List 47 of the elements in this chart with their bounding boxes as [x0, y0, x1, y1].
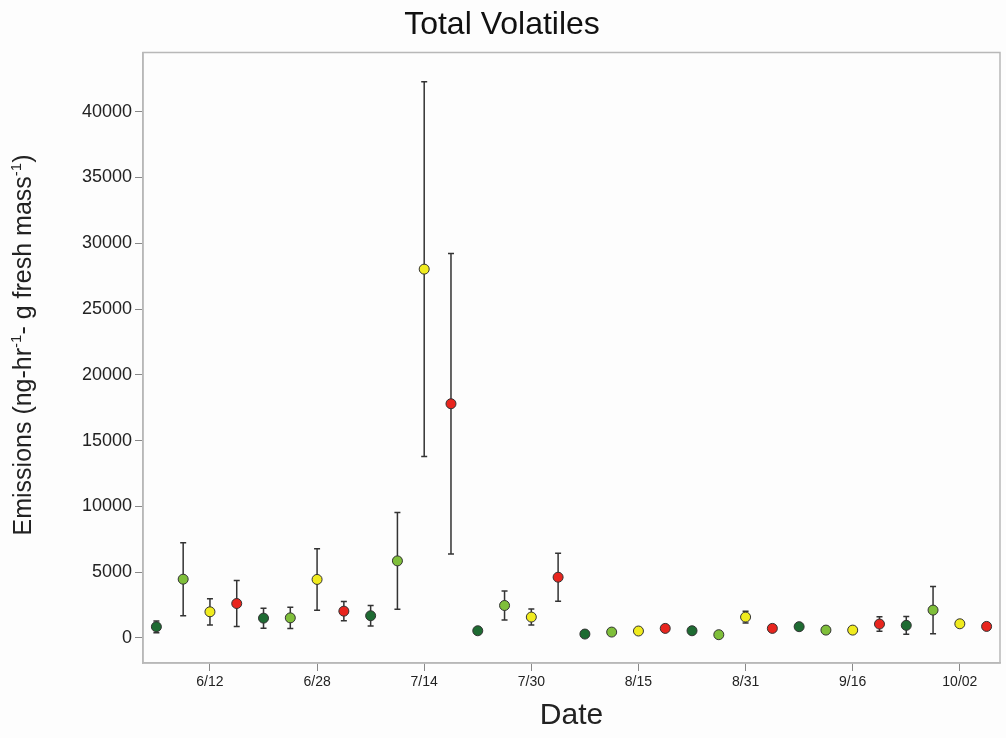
x-tick-label: 10/02 — [942, 673, 978, 690]
point — [365, 610, 377, 622]
point — [606, 626, 618, 638]
x-tick-label: 9/16 — [839, 673, 867, 690]
point — [231, 598, 243, 610]
point — [418, 263, 430, 275]
point — [793, 621, 805, 633]
y-tick-label: 30000 — [81, 232, 132, 253]
point — [258, 612, 270, 624]
point — [445, 398, 457, 410]
y-tick-label: 35000 — [81, 166, 132, 187]
x-tick-label: 7/14 — [410, 673, 439, 690]
x-axis-title: Date — [539, 697, 604, 731]
x-tick-label: 8/31 — [731, 673, 760, 690]
point — [659, 622, 671, 634]
y-tick-label: 25000 — [81, 297, 132, 318]
point — [338, 605, 350, 617]
point — [847, 624, 859, 636]
point — [391, 555, 403, 567]
x-tick-label: 8/15 — [624, 673, 653, 690]
x-tick-label: 7/30 — [517, 673, 546, 690]
point — [954, 618, 966, 630]
y-tick-label: 10000 — [81, 495, 132, 516]
y-tick-label: 0 — [121, 626, 132, 647]
chart-title: Total Volatiles — [404, 5, 600, 42]
point — [499, 599, 511, 611]
point — [632, 625, 644, 637]
point — [284, 612, 296, 624]
point — [177, 573, 189, 585]
point — [927, 604, 939, 616]
point — [311, 573, 323, 585]
y-tick-label: 20000 — [81, 363, 132, 384]
y-tick-label: 40000 — [81, 100, 132, 121]
x-tick-label: 6/28 — [303, 673, 331, 690]
point — [900, 619, 912, 631]
point — [981, 620, 993, 632]
point — [204, 606, 216, 618]
point — [579, 628, 591, 640]
point — [552, 571, 564, 583]
point — [686, 625, 698, 637]
y-tick-label: 15000 — [81, 429, 132, 450]
point — [766, 622, 778, 634]
x-tick-label: 6/12 — [196, 673, 224, 690]
point — [713, 629, 725, 641]
point — [820, 624, 832, 636]
y-tick-label: 5000 — [91, 561, 132, 582]
point — [472, 625, 484, 637]
